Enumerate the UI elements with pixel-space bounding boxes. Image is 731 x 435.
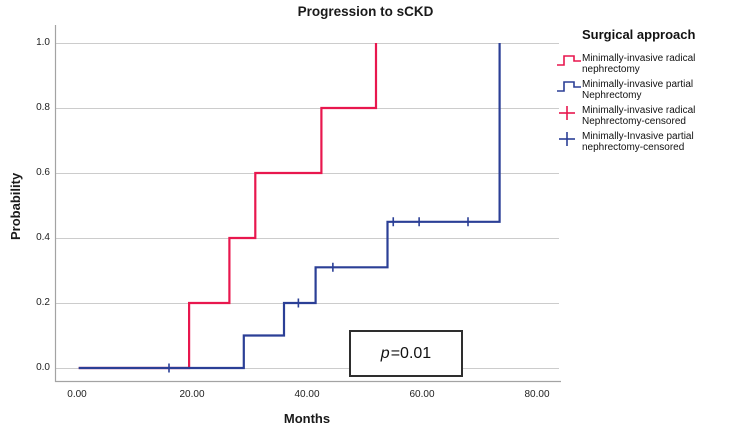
x-axis-label: Months	[283, 411, 331, 426]
legend-item-label: Minimally-Invasive partial nephrectomy-c…	[582, 131, 694, 153]
legend-item-radical-censored: Minimally-invasive radical Nephrectomy-c…	[556, 104, 731, 127]
km-curve-partial	[78, 43, 501, 373]
km-step-glyph-icon	[557, 55, 581, 66]
km-step-glyph-icon	[557, 81, 581, 92]
p-value-annotation: p =0.01	[349, 330, 463, 377]
p-value-text: =0.01	[390, 344, 432, 362]
km-curve-radical	[78, 43, 378, 370]
legend-item-label: Minimally-invasive radical Nephrectomy-c…	[582, 105, 696, 127]
legend-item-radical: Minimally-invasive radical nephrectomy	[556, 52, 731, 75]
gridlines	[55, 43, 559, 369]
legend-title: Surgical approach	[582, 27, 696, 42]
legend-item-partial: Minimally-invasive partial Nephrectomy	[556, 78, 731, 101]
legend-item-label: Minimally-invasive radical nephrectomy	[582, 53, 696, 75]
legend-item-label: Minimally-invasive partial Nephrectomy	[582, 79, 694, 101]
km-curve-path-radical	[78, 43, 378, 370]
censor-plus-icon	[559, 106, 575, 120]
legend-item-partial-censored: Minimally-Invasive partial nephrectomy-c…	[556, 130, 731, 153]
chart-title: Progression to sCKD	[297, 4, 434, 19]
legend: Surgical approach Minimally-invasive rad…	[556, 27, 731, 156]
p-symbol: p	[380, 344, 390, 362]
km-curve-path-partial	[78, 43, 501, 370]
censor-plus-icon	[559, 132, 575, 146]
axes	[54, 25, 561, 383]
legend-items: Minimally-invasive radical nephrectomy Mi…	[556, 52, 731, 153]
